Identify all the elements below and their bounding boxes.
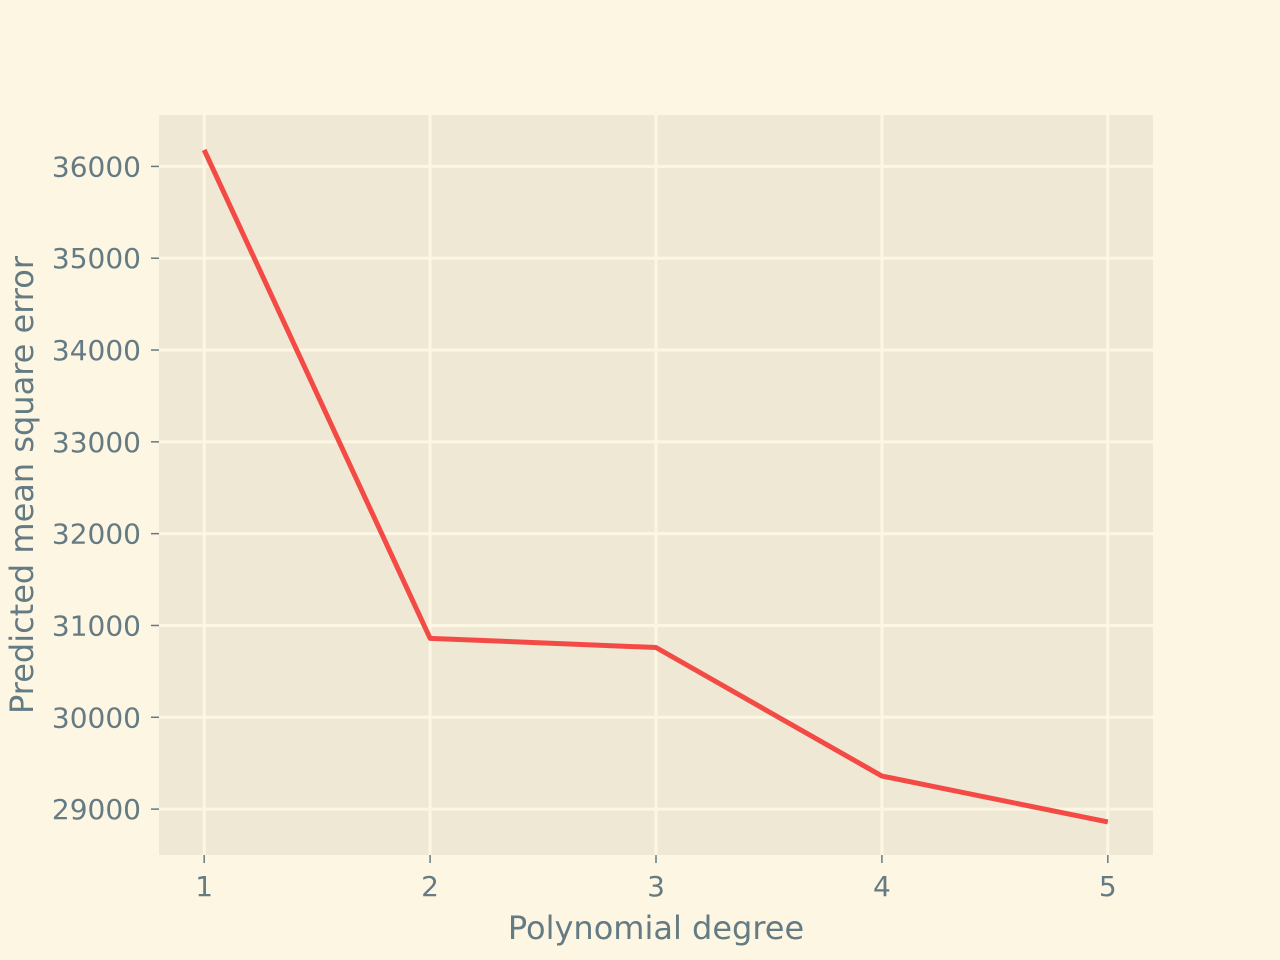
series-line [201, 148, 1109, 825]
grid-lines [159, 115, 1153, 855]
x-tick-labels: 1 2 3 4 5 [195, 855, 1117, 903]
y-axis-label: Predicted mean square error [3, 255, 41, 714]
y-tick-labels: 29000 30000 31000 32000 33000 34000 35000 36000 [52, 150, 159, 826]
y-tick-label: 35000 [52, 242, 141, 275]
series-layer [201, 148, 1109, 825]
y-tick-label: 31000 [52, 609, 141, 642]
x-tick-label: 2 [421, 870, 439, 903]
x-tick-label: 5 [1099, 870, 1117, 903]
x-tick-label: 1 [195, 870, 213, 903]
y-tick-label: 33000 [52, 426, 141, 459]
y-tick-label: 36000 [52, 150, 141, 183]
y-tick-label: 30000 [52, 701, 141, 734]
y-tick-label: 29000 [52, 793, 141, 826]
y-tick-label: 32000 [52, 518, 141, 551]
x-tick-label: 4 [873, 870, 891, 903]
x-tick-label: 3 [647, 870, 665, 903]
x-axis-label: Polynomial degree [508, 909, 804, 947]
y-tick-label: 34000 [52, 334, 141, 367]
